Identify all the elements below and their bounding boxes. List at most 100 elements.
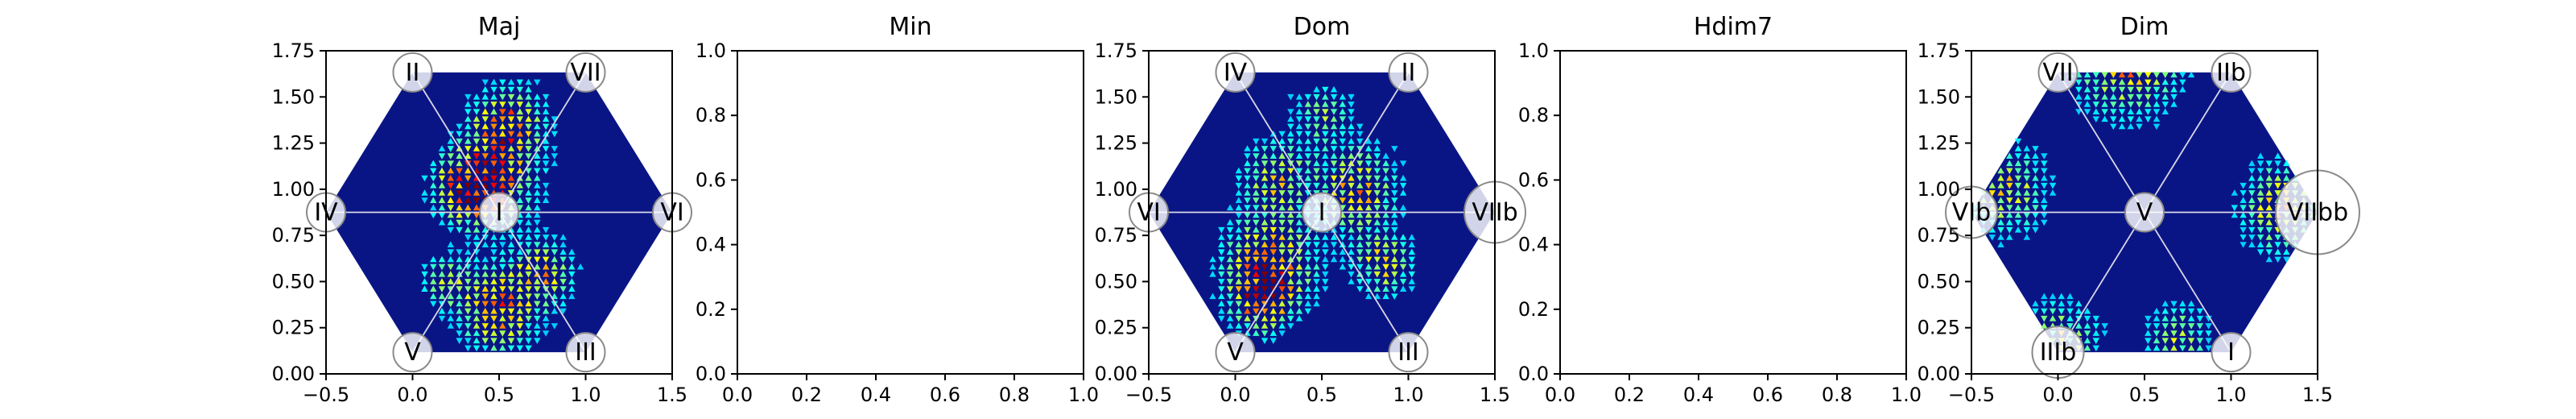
heat-cell (1244, 226, 1251, 234)
heat-cell (1235, 292, 1242, 300)
heat-cell (2092, 93, 2099, 101)
heat-cell (1269, 300, 1277, 307)
heat-cell (1269, 197, 1277, 204)
heat-cell (1330, 226, 1338, 233)
heat-cell (2179, 345, 2186, 352)
heat-cell (473, 189, 481, 196)
heat-cell (1348, 167, 1355, 174)
heat-cell (1322, 271, 1329, 278)
heat-cell (2265, 211, 2273, 218)
heat-cell (2265, 189, 2273, 196)
heat-cell (438, 189, 446, 196)
heat-cell (551, 153, 558, 160)
heat-cell (1348, 219, 1355, 226)
heat-cell (499, 255, 506, 263)
heat-cell (430, 168, 437, 175)
heat-cell (1261, 167, 1269, 174)
heat-cell (1399, 249, 1407, 255)
chord-node-circle (1215, 52, 1256, 93)
heat-cell (456, 131, 463, 138)
heat-cell (2032, 174, 2039, 181)
heat-cell (1348, 234, 1355, 240)
heat-cell (438, 167, 446, 174)
heat-cell (1235, 271, 1242, 277)
heat-cell (1295, 189, 1303, 196)
heat-cell (1322, 263, 1329, 271)
heat-cell (490, 315, 497, 322)
y-tick-label: 0.50 (272, 270, 315, 292)
heat-cell (1382, 263, 1389, 271)
heat-cell (430, 204, 437, 211)
chord-node-label: III (1397, 338, 1419, 367)
heat-cell (1226, 242, 1234, 248)
heat-cell (473, 102, 481, 108)
heat-cell (2153, 78, 2161, 85)
heat-cell (456, 292, 463, 300)
heat-cell (473, 109, 481, 115)
heat-cell (421, 175, 428, 182)
heat-cell (1235, 226, 1242, 233)
heat-cell (1295, 211, 1303, 218)
y-tick-label: 1.00 (1918, 178, 1960, 201)
heat-cell (2006, 226, 2013, 234)
heat-cell (534, 330, 541, 337)
heat-cell (2145, 344, 2152, 351)
heat-cell (2161, 323, 2169, 330)
heat-cell (2161, 102, 2169, 108)
heat-cell (2274, 234, 2281, 241)
heat-cell (534, 286, 541, 292)
heat-cell (456, 249, 463, 255)
heat-cell (525, 263, 532, 270)
heat-cell (1287, 301, 1294, 308)
heat-cell (2187, 308, 2195, 315)
heat-cell (464, 101, 472, 107)
heat-cell (490, 175, 497, 182)
x-tick-label: 1.5 (1480, 384, 1510, 406)
heat-cell (2240, 197, 2247, 203)
heat-cell (1322, 131, 1329, 138)
heat-cell (2136, 78, 2143, 85)
heat-cell (516, 130, 523, 137)
heat-cell (1339, 218, 1346, 226)
heat-cell (2256, 182, 2264, 189)
heat-cell (2049, 182, 2057, 189)
heat-cell (2248, 182, 2256, 189)
heat-cell (551, 249, 558, 255)
panel-title: Maj (478, 13, 521, 41)
heat-cell (542, 330, 550, 337)
heat-cell (499, 344, 506, 351)
heat-cell (438, 263, 446, 271)
heat-cell (1339, 131, 1346, 138)
heat-cell (499, 263, 506, 271)
heat-cell (1339, 160, 1346, 167)
heat-cell (2231, 211, 2238, 218)
heat-cell (576, 263, 584, 270)
heat-cell (1348, 278, 1355, 284)
heat-cell (473, 182, 481, 189)
heat-cell (534, 226, 541, 233)
heat-cell (542, 323, 550, 330)
heat-cell (2283, 242, 2290, 248)
heat-cell (1287, 241, 1294, 247)
heat-cell (1373, 175, 1381, 182)
y-tick-label: 1.75 (1095, 39, 1137, 62)
heat-cell (2023, 204, 2030, 211)
heat-cell (1330, 85, 1338, 93)
heat-cell (1278, 138, 1286, 144)
heat-cell (2179, 300, 2186, 307)
heat-cell (1408, 278, 1415, 284)
heat-cell (1269, 182, 1277, 189)
heat-cell (464, 330, 472, 336)
heat-cell (1391, 160, 1398, 167)
heat-cell (1322, 122, 1329, 130)
chord-node-circle (2037, 52, 2079, 93)
heat-cell (447, 255, 454, 263)
heat-cell (1261, 292, 1269, 300)
heat-cell (1226, 315, 1234, 322)
heat-cell (1313, 85, 1320, 93)
y-axis: 0.0 0.2 0.4 0.6 0.8 1.0 (696, 39, 737, 385)
heat-cell (490, 234, 497, 240)
heat-cell (2041, 160, 2048, 167)
heat-cell (1218, 315, 1225, 322)
heat-cell (516, 123, 523, 131)
